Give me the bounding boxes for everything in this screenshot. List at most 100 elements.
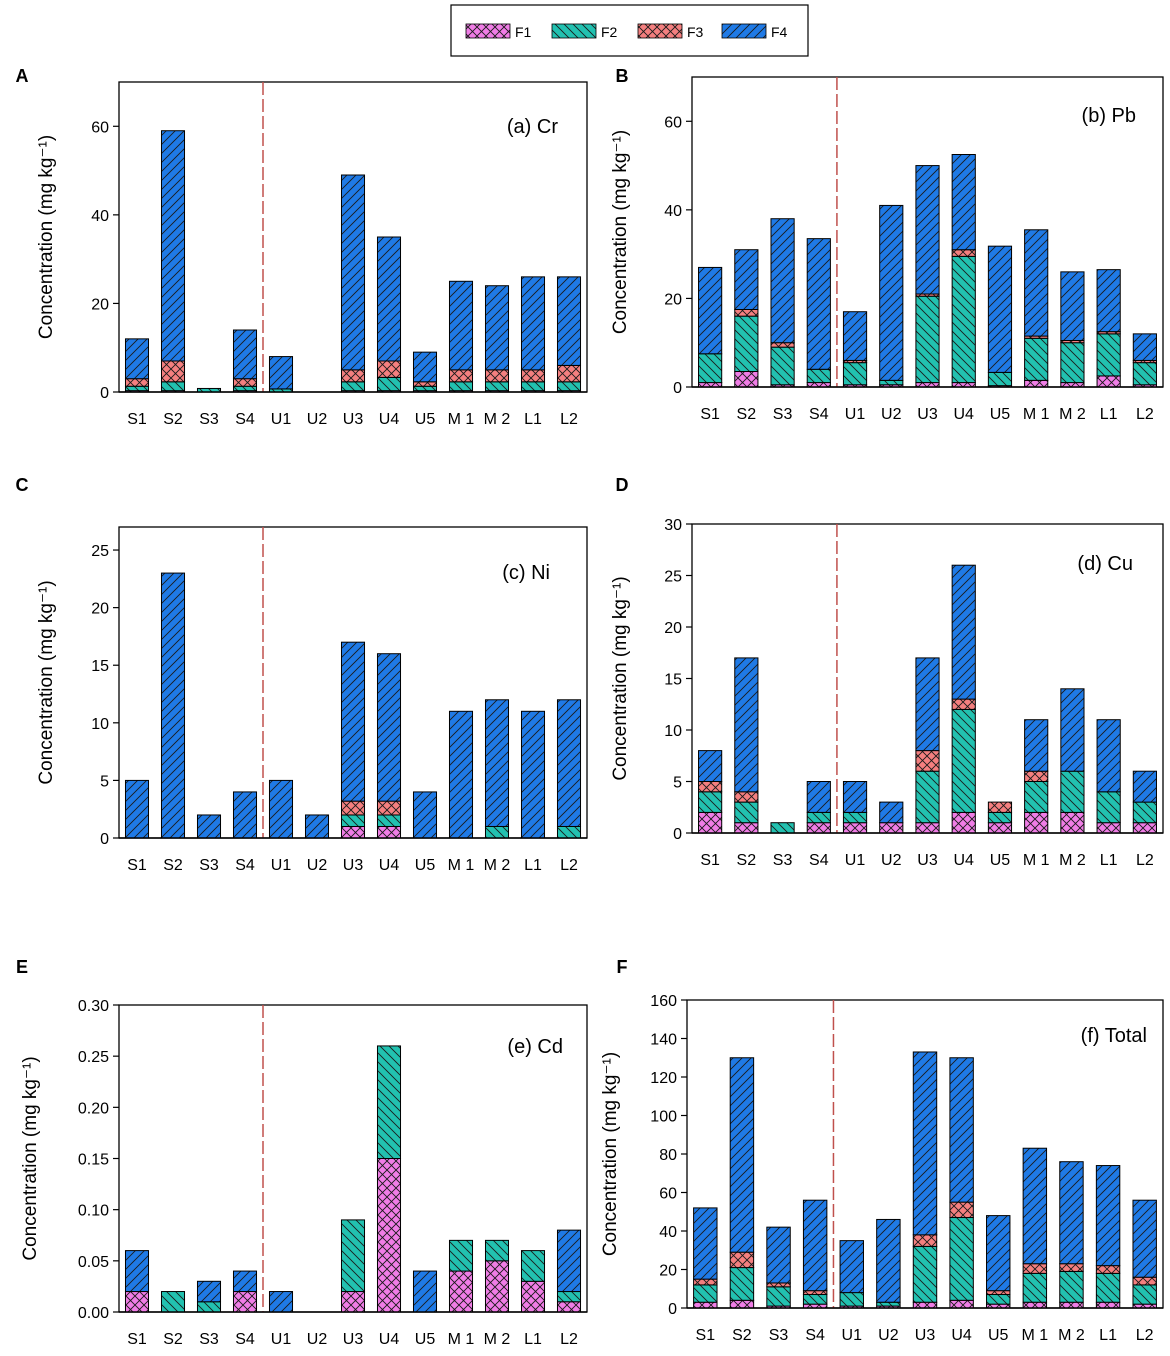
- bar-segment-f1-u2: [879, 822, 904, 834]
- bar-segment-f1-u5: [987, 822, 1013, 834]
- panel-a: 0 20 40 60 S1 S2 S3 S4 U1 U2 U3 U4 U5 M 1 M 2 L1 L2 (a) C…: [16, 66, 588, 428]
- y-axis-label: Concentration (mg kg⁻¹): [36, 580, 57, 784]
- y-tick-label: 20: [664, 620, 682, 637]
- bar-segment-f4-s3: [770, 218, 795, 344]
- bar-segment-f4-u3: [340, 641, 366, 802]
- y-tick-label: 0: [673, 380, 682, 397]
- y-tick-label: 80: [659, 1147, 677, 1164]
- bar-segment-f2-s1: [698, 353, 723, 384]
- bar-segment-f2-l2: [1132, 1284, 1157, 1305]
- y-axis-label: Concentration (mg kg⁻¹): [20, 1056, 41, 1260]
- bar-segment-f2-s4: [806, 368, 831, 384]
- bar-segment-f1-u4: [951, 811, 976, 834]
- panel-b: 0 20 40 60 S1 S2 S3 S4 U1 U2 U3 U4 U5 M 1 M 2 L1 L2 (b) P…: [610, 66, 1164, 423]
- bar-segment-f4-s1: [698, 750, 723, 782]
- bar-segment-f2-u3: [915, 770, 940, 824]
- legend-swatch-f2: [551, 23, 597, 39]
- bar-segment-f4-s4: [806, 238, 831, 370]
- x-tick-label: U2: [881, 852, 902, 869]
- y-tick-label: 40: [664, 203, 682, 220]
- panel-letter: B: [616, 66, 629, 86]
- bar-segment-f4-u5: [412, 1270, 438, 1313]
- panel-title: (b) Pb: [1082, 105, 1136, 127]
- bar-segment-f4-s4: [806, 781, 831, 813]
- y-tick-label: 5: [100, 773, 109, 790]
- bar-segment-f4-s2: [734, 657, 759, 793]
- x-tick-label: L2: [560, 1331, 578, 1348]
- x-tick-label: U2: [307, 857, 328, 874]
- x-tick-label: L1: [1100, 852, 1118, 869]
- bar-segment-f4-u4: [951, 564, 976, 700]
- bar-segment-f1-m2: [484, 1260, 510, 1313]
- bar-segment-f2-l1: [520, 1250, 546, 1282]
- bar-segment-f4-u3: [340, 174, 366, 371]
- x-tick-label: U2: [307, 411, 328, 428]
- bar-segment-f4-l1: [1096, 269, 1121, 333]
- y-tick-label: 25: [664, 569, 682, 586]
- bar-segment-f2-u4: [376, 376, 402, 392]
- x-tick-label: U4: [954, 852, 975, 869]
- bar-segment-f2-u3: [340, 814, 366, 827]
- bar-segment-f4-u1: [842, 781, 868, 813]
- bar-segment-f1-m1: [1024, 811, 1049, 834]
- bar-segment-f2-s4: [232, 385, 258, 392]
- bar-segment-f3-l2: [1132, 1276, 1157, 1286]
- x-tick-label: L1: [524, 857, 542, 874]
- x-tick-label: S1: [696, 1327, 716, 1344]
- bar-segment-f4-u4: [949, 1057, 974, 1203]
- bar-segment-f3-s4: [232, 378, 258, 387]
- y-tick-label: 20: [659, 1263, 677, 1280]
- bar-segment-f4-l2: [1132, 333, 1157, 361]
- bar-segment-f4-m2: [1060, 688, 1085, 772]
- bar-segment-f2-l2: [1132, 362, 1157, 386]
- bar-segment-f2-m1: [448, 381, 474, 392]
- panel-title: (c) Ni: [502, 562, 550, 584]
- bar-segment-f3-u5: [412, 381, 438, 387]
- bar-segment-f4-s2: [734, 249, 759, 310]
- x-tick-label: S1: [700, 406, 720, 423]
- bar-segment-f4-u4: [376, 653, 402, 802]
- bar-segment-f2-s1: [693, 1284, 718, 1303]
- bar-segment-f1-l2: [556, 1301, 582, 1313]
- bar-segment-f3-s1: [693, 1278, 718, 1286]
- x-tick-label: S3: [199, 411, 219, 428]
- bar-segment-f3-u5: [986, 1290, 1011, 1296]
- y-tick-label: 0.25: [78, 1049, 109, 1066]
- legend-item-f4: F4: [721, 23, 788, 40]
- bar-segment-f1-s2: [729, 1299, 755, 1309]
- bar-segment-f3-u5: [987, 801, 1013, 813]
- bar-segment-f2-s1: [698, 791, 723, 813]
- bar-segment-f2-s1: [124, 385, 150, 392]
- y-tick-label: 15: [91, 658, 109, 675]
- bar-segment-f2-s4: [806, 811, 831, 824]
- bar-segment-f4-u1: [268, 779, 294, 839]
- x-tick-label: S4: [809, 406, 829, 423]
- bar-segment-f4-l2: [556, 699, 582, 827]
- bar-segment-f4-s3: [766, 1226, 791, 1284]
- bar-segment-f2-u3: [912, 1245, 938, 1303]
- panel-d: 0 5 10 15 20 25 30 S1 S2 S3 S4 U1 U2 U3 U4 U5 M 1 M 2 L1 L2…: [610, 475, 1164, 869]
- y-tick-label: 0.15: [78, 1152, 109, 1169]
- bar-segment-f2-m1: [1024, 337, 1049, 381]
- bar-segment-f2-u4: [376, 814, 402, 827]
- bar-segment-f2-l2: [1132, 801, 1157, 824]
- bar-segment-f1-l1: [1096, 375, 1121, 388]
- bar-segment-f2-l1: [1095, 1272, 1121, 1303]
- y-tick-label: 5: [673, 775, 682, 792]
- bar-segment-f4-u2: [879, 801, 904, 824]
- bar-segment-f3-m1: [448, 369, 474, 383]
- bar-segment-f3-u4: [951, 249, 976, 257]
- panel-e: 0.00 0.05 0.10 0.15 0.20 0.25 0.30 S1 S2 S3 S4 U1 U2…: [16, 957, 588, 1348]
- legend: F1 F2 F3 F4: [450, 4, 809, 57]
- bar-segment-f4-u5: [986, 1215, 1011, 1292]
- bar-segment-f2-m2: [484, 825, 510, 839]
- legend-label: F2: [601, 24, 618, 40]
- x-tick-label: M 1: [448, 857, 475, 874]
- bar-segment-f4-s1: [698, 266, 723, 355]
- x-tick-label: S2: [163, 1331, 183, 1348]
- bar-segment-f3-m1: [1022, 1263, 1048, 1274]
- bar-segment-f4-u1: [268, 1291, 294, 1313]
- bar-segment-f2-u2: [876, 1301, 901, 1307]
- bar-segment-f1-u4: [376, 825, 402, 839]
- bar-segment-f2-l1: [520, 381, 546, 392]
